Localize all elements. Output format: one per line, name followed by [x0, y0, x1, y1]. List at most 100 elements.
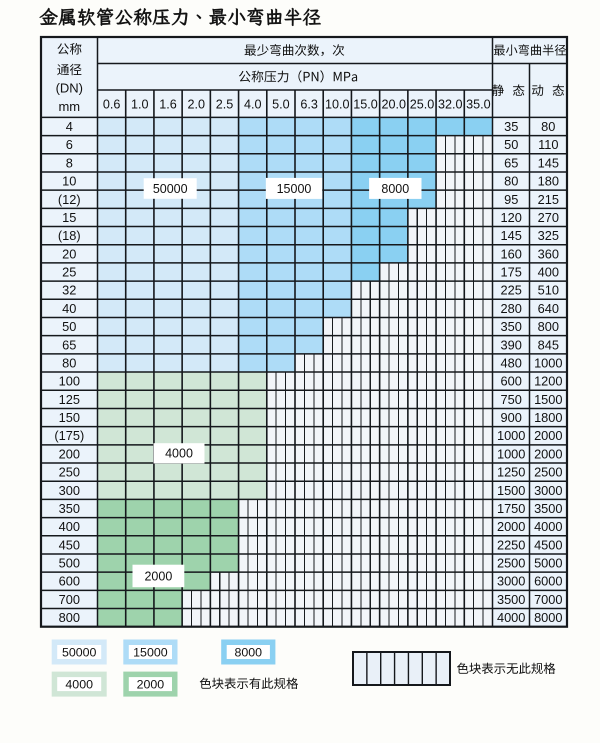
svg-text:32: 32	[62, 283, 76, 298]
svg-text:80: 80	[62, 356, 76, 371]
svg-text:50: 50	[62, 319, 76, 334]
svg-text:(DN): (DN)	[56, 81, 83, 96]
svg-text:640: 640	[538, 301, 559, 316]
svg-text:50000: 50000	[153, 182, 188, 196]
svg-text:1500: 1500	[497, 483, 525, 498]
svg-text:2000: 2000	[144, 569, 172, 583]
svg-text:3500: 3500	[534, 501, 562, 516]
svg-text:360: 360	[538, 246, 559, 261]
svg-text:8: 8	[66, 155, 73, 170]
svg-text:25: 25	[62, 265, 76, 280]
svg-text:mm: mm	[58, 99, 80, 114]
svg-text:15: 15	[62, 210, 76, 225]
svg-text:4000: 4000	[65, 678, 93, 692]
svg-text:10.0: 10.0	[325, 97, 350, 111]
svg-text:6: 6	[66, 137, 73, 152]
svg-text:35: 35	[504, 119, 518, 134]
svg-text:120: 120	[501, 210, 522, 225]
svg-text:50000: 50000	[62, 645, 97, 659]
svg-text:32.0: 32.0	[438, 97, 463, 111]
svg-text:700: 700	[59, 592, 80, 607]
svg-text:500: 500	[59, 556, 80, 571]
svg-text:200: 200	[59, 446, 80, 461]
svg-text:600: 600	[59, 574, 80, 589]
svg-text:(175): (175)	[54, 428, 84, 443]
svg-text:35.0: 35.0	[466, 97, 491, 111]
svg-text:2.0: 2.0	[187, 97, 205, 111]
svg-text:8000: 8000	[235, 645, 263, 659]
svg-text:160: 160	[501, 246, 522, 261]
svg-text:20: 20	[62, 246, 76, 261]
svg-text:1.0: 1.0	[131, 97, 149, 111]
svg-text:15000: 15000	[277, 182, 312, 196]
svg-text:8000: 8000	[534, 610, 562, 625]
svg-text:3000: 3000	[534, 483, 562, 498]
svg-text:145: 145	[501, 228, 522, 243]
svg-text:110: 110	[538, 137, 558, 152]
svg-text:2000: 2000	[497, 519, 525, 534]
svg-text:390: 390	[501, 337, 522, 352]
svg-text:65: 65	[62, 337, 76, 352]
svg-text:2250: 2250	[497, 537, 525, 552]
svg-text:5000: 5000	[534, 556, 562, 571]
svg-text:8000: 8000	[381, 182, 409, 196]
svg-text:80: 80	[504, 174, 518, 189]
svg-text:2000: 2000	[534, 446, 562, 461]
svg-text:180: 180	[538, 174, 559, 189]
svg-text:350: 350	[59, 501, 80, 516]
svg-text:4000: 4000	[165, 447, 193, 461]
svg-text:400: 400	[538, 265, 559, 280]
svg-text:215: 215	[538, 192, 559, 207]
svg-text:1800: 1800	[534, 410, 562, 425]
svg-text:250: 250	[59, 465, 80, 480]
svg-text:150: 150	[59, 410, 80, 425]
svg-text:1750: 1750	[497, 501, 525, 516]
svg-text:600: 600	[501, 374, 522, 389]
svg-text:15000: 15000	[133, 645, 168, 659]
svg-text:4.0: 4.0	[244, 97, 262, 111]
svg-text:100: 100	[59, 374, 80, 389]
svg-text:4000: 4000	[497, 610, 525, 625]
svg-text:4000: 4000	[534, 519, 562, 534]
svg-text:800: 800	[538, 319, 559, 334]
svg-text:65: 65	[504, 155, 518, 170]
svg-text:1500: 1500	[534, 392, 562, 407]
svg-text:(18): (18)	[58, 228, 81, 243]
svg-text:7000: 7000	[534, 592, 562, 607]
svg-text:750: 750	[501, 392, 522, 407]
svg-text:6000: 6000	[534, 574, 562, 589]
svg-text:2500: 2500	[534, 465, 562, 480]
svg-text:800: 800	[59, 610, 80, 625]
svg-text:4: 4	[66, 119, 73, 134]
svg-text:(12): (12)	[58, 192, 81, 207]
svg-text:325: 325	[538, 228, 559, 243]
svg-text:1200: 1200	[534, 374, 562, 389]
svg-text:510: 510	[538, 283, 559, 298]
svg-text:225: 225	[501, 283, 522, 298]
svg-text:3500: 3500	[497, 592, 525, 607]
svg-text:2000: 2000	[534, 428, 562, 443]
svg-text:480: 480	[501, 356, 522, 371]
svg-text:300: 300	[59, 483, 80, 498]
svg-text:2000: 2000	[137, 678, 165, 692]
svg-text:1.6: 1.6	[159, 97, 177, 111]
svg-text:0.6: 0.6	[103, 97, 121, 111]
svg-text:10: 10	[62, 174, 76, 189]
svg-text:125: 125	[59, 392, 80, 407]
svg-text:400: 400	[59, 519, 80, 534]
svg-text:50: 50	[504, 137, 518, 152]
svg-text:1000: 1000	[534, 356, 562, 371]
svg-text:4500: 4500	[534, 537, 562, 552]
svg-text:3000: 3000	[497, 574, 525, 589]
svg-text:350: 350	[501, 319, 522, 334]
svg-text:25.0: 25.0	[410, 97, 435, 111]
svg-text:2500: 2500	[497, 556, 525, 571]
svg-text:6.3: 6.3	[300, 97, 318, 111]
svg-text:175: 175	[501, 265, 522, 280]
svg-text:40: 40	[62, 301, 76, 316]
svg-text:80: 80	[541, 119, 555, 134]
svg-text:145: 145	[538, 155, 559, 170]
svg-text:15.0: 15.0	[353, 97, 378, 111]
svg-text:1000: 1000	[497, 446, 525, 461]
svg-text:5.0: 5.0	[272, 97, 290, 111]
